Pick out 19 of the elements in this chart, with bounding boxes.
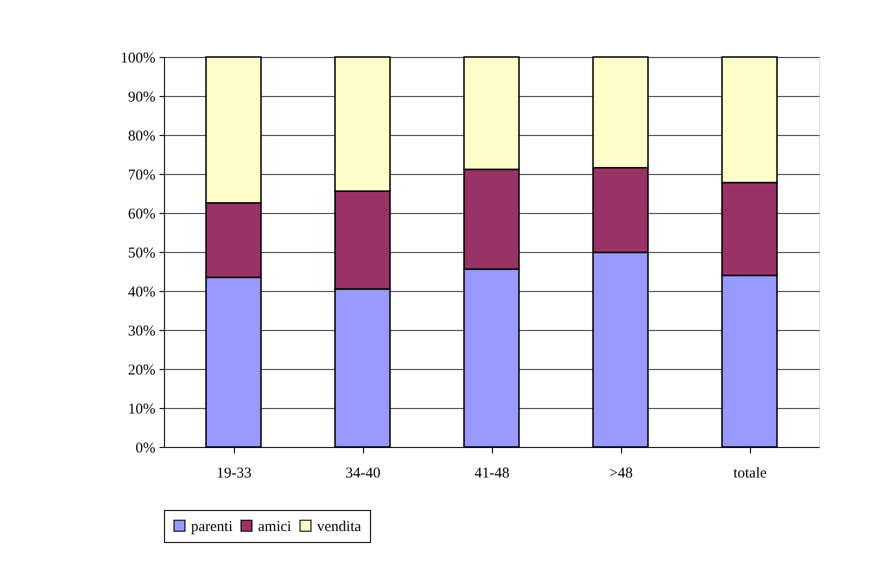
- y-tick-label: 70%: [128, 168, 156, 184]
- y-tick-label: 30%: [128, 324, 156, 340]
- y-tick-label: 10%: [128, 402, 156, 418]
- x-tick-label: >48: [609, 466, 633, 482]
- legend-label: parenti: [191, 518, 233, 535]
- y-tick-label: 100%: [120, 50, 156, 66]
- y-tick-label: 50%: [128, 246, 156, 262]
- x-tick-label: 34-40: [346, 466, 380, 482]
- y-tick-label: 20%: [128, 362, 156, 378]
- y-tick-label: 90%: [128, 90, 156, 106]
- y-tick-label: 0%: [136, 440, 156, 456]
- legend-label: amici: [258, 518, 292, 535]
- x-tick-label: 41-48: [474, 466, 510, 482]
- legend-label: vendita: [317, 518, 362, 535]
- y-tick-label: 60%: [128, 206, 156, 222]
- y-tick-label: 80%: [128, 128, 156, 144]
- x-tick-label: 19-33: [216, 466, 252, 482]
- y-tick-label: 40%: [128, 284, 156, 300]
- x-tick-label: totale: [733, 466, 767, 482]
